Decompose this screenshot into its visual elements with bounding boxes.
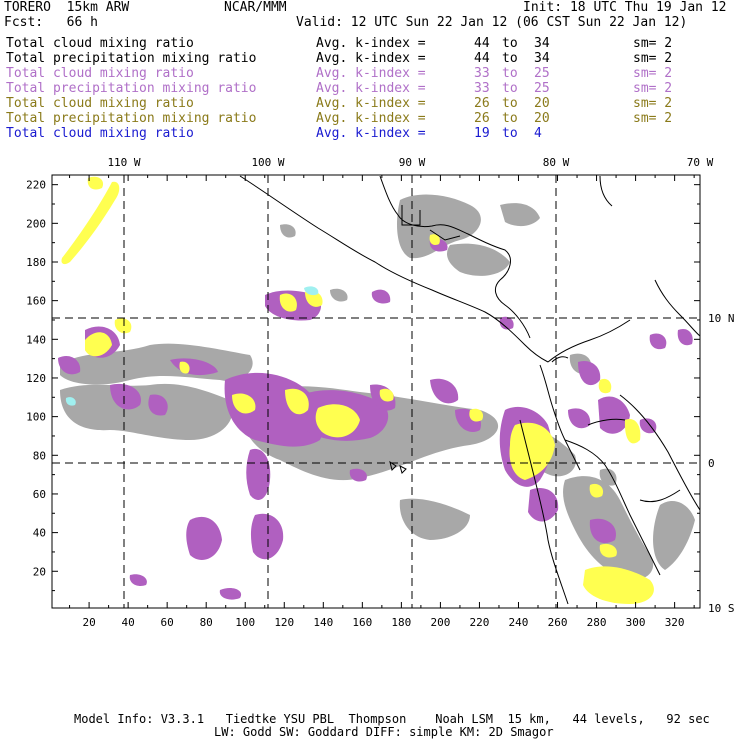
lat-lon-grid bbox=[52, 175, 700, 608]
x-tick-label: 180 bbox=[391, 616, 411, 629]
model-title: TORERO 15km ARW bbox=[4, 0, 130, 15]
legend-from: 26 bbox=[474, 111, 490, 126]
legend-field: Total cloud mixing ratio bbox=[6, 126, 194, 141]
legend-to-word: to bbox=[502, 36, 518, 51]
y-tick-label: 200 bbox=[26, 217, 46, 230]
physics-info-line: LW: Godd SW: Goddard DIFF: simple KM: 2D… bbox=[214, 725, 554, 739]
legend-range-label: Avg. k-index = bbox=[316, 81, 426, 96]
latitude-label: 10 S bbox=[708, 602, 735, 615]
legend-to-word: to bbox=[502, 51, 518, 66]
cyan-patches bbox=[65, 286, 319, 406]
y-tick-label: 160 bbox=[26, 295, 46, 308]
legend-from: 44 bbox=[474, 51, 490, 66]
legend-to: 34 bbox=[534, 51, 550, 66]
legend-to-word: to bbox=[502, 126, 518, 141]
legend-to: 4 bbox=[534, 126, 542, 141]
legend-sm: sm= 2 bbox=[633, 36, 673, 51]
legend-field: Total cloud mixing ratio bbox=[6, 66, 194, 81]
x-tick-label: 160 bbox=[352, 616, 372, 629]
x-tick-label: 100 bbox=[235, 616, 255, 629]
y-tick-label: 40 bbox=[33, 527, 46, 540]
x-tick-label: 20 bbox=[82, 616, 95, 629]
legend-range-label: Avg. k-index = bbox=[316, 126, 426, 141]
legend-from: 26 bbox=[474, 96, 490, 111]
x-tick-label: 260 bbox=[548, 616, 568, 629]
y-tick-label: 20 bbox=[33, 565, 46, 578]
x-tick-label: 280 bbox=[587, 616, 607, 629]
legend-to-word: to bbox=[502, 111, 518, 126]
legend-field: Total cloud mixing ratio bbox=[6, 96, 194, 111]
y-tick-label: 60 bbox=[33, 488, 46, 501]
valid-time: Valid: 12 UTC Sun 22 Jan 12 (06 CST Sun … bbox=[296, 15, 688, 30]
field-shading bbox=[58, 176, 695, 604]
legend-field: Total cloud mixing ratio bbox=[6, 36, 194, 51]
forecast-map: 20 40 60 80 100 120 140 160 180 200 220 240 260 280 30… bbox=[26, 156, 734, 629]
legend-sm: sm= 2 bbox=[633, 51, 673, 66]
y-tick-label: 180 bbox=[26, 256, 46, 269]
legend-range-label: Avg. k-index = bbox=[316, 96, 426, 111]
longitude-label: 70 W bbox=[687, 156, 714, 169]
legend-sm: sm= 2 bbox=[633, 81, 673, 96]
legend-from: 33 bbox=[474, 81, 490, 96]
longitude-label: 100 W bbox=[251, 156, 284, 169]
y-tick-label: 140 bbox=[26, 333, 46, 346]
grid-ticks bbox=[52, 175, 700, 608]
model-info-line: Model Info: V3.3.1 Tiedtke YSU PBL Thomp… bbox=[74, 712, 710, 726]
legend-field: Total precipitation mixing ratio bbox=[6, 51, 257, 66]
x-tick-label: 40 bbox=[121, 616, 134, 629]
x-tick-label: 320 bbox=[665, 616, 685, 629]
legend-field: Total precipitation mixing ratio bbox=[6, 81, 257, 96]
legend-to: 20 bbox=[534, 111, 550, 126]
longitude-label: 80 W bbox=[543, 156, 570, 169]
legend-to-word: to bbox=[502, 66, 518, 81]
legend-to: 25 bbox=[534, 66, 550, 81]
legend-sm: sm= 2 bbox=[633, 111, 673, 126]
forecast-hour: Fcst: 66 h bbox=[4, 15, 98, 30]
x-tick-label: 220 bbox=[470, 616, 490, 629]
x-tick-label: 80 bbox=[200, 616, 213, 629]
organization-label: NCAR/MMM bbox=[224, 0, 287, 15]
legend-to-word: to bbox=[502, 96, 518, 111]
legend-range-label: Avg. k-index = bbox=[316, 36, 426, 51]
axis-labels: 20 40 60 80 100 120 140 160 180 200 220 240 260 280 30… bbox=[26, 156, 734, 629]
x-tick-label: 120 bbox=[274, 616, 294, 629]
y-tick-label: 100 bbox=[26, 411, 46, 424]
legend-field: Total precipitation mixing ratio bbox=[6, 111, 257, 126]
legend-from: 44 bbox=[474, 36, 490, 51]
legend-range-label: Avg. k-index = bbox=[316, 66, 426, 81]
y-tick-label: 80 bbox=[33, 449, 46, 462]
init-time: Init: 18 UTC Thu 19 Jan 12 bbox=[523, 0, 727, 15]
latitude-label: 10 N bbox=[708, 312, 735, 325]
plot-frame bbox=[51, 174, 701, 609]
longitude-label: 110 W bbox=[107, 156, 140, 169]
coastlines bbox=[239, 175, 700, 605]
legend-to: 34 bbox=[534, 36, 550, 51]
legend-range-label: Avg. k-index = bbox=[316, 111, 426, 126]
legend-to-word: to bbox=[502, 81, 518, 96]
x-tick-label: 200 bbox=[430, 616, 450, 629]
legend-range-label: Avg. k-index = bbox=[316, 51, 426, 66]
x-tick-label: 300 bbox=[626, 616, 646, 629]
legend-from: 33 bbox=[474, 66, 490, 81]
yellow-areas bbox=[61, 176, 654, 604]
x-tick-label: 140 bbox=[313, 616, 333, 629]
legend-to: 20 bbox=[534, 96, 550, 111]
legend-sm: sm= 2 bbox=[633, 66, 673, 81]
latitude-label: 0 bbox=[708, 457, 715, 470]
y-tick-label: 220 bbox=[26, 179, 46, 192]
longitude-label: 90 W bbox=[399, 156, 426, 169]
x-tick-label: 240 bbox=[509, 616, 529, 629]
x-tick-label: 60 bbox=[161, 616, 174, 629]
legend-sm: sm= 2 bbox=[633, 96, 673, 111]
legend-from: 19 bbox=[474, 126, 490, 141]
legend-to: 25 bbox=[534, 81, 550, 96]
y-tick-label: 120 bbox=[26, 372, 46, 385]
